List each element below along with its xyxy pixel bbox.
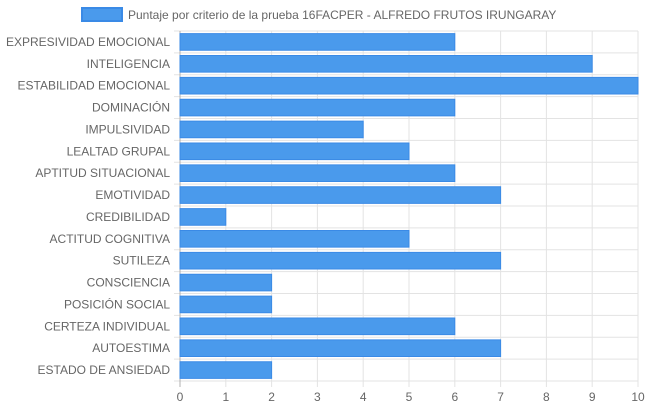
bar[interactable] — [179, 120, 364, 139]
bar[interactable] — [179, 98, 456, 117]
category-label: ESTABILIDAD EMOCIONAL — [18, 79, 171, 93]
bar[interactable] — [179, 142, 410, 161]
x-tick-label: 3 — [314, 390, 321, 404]
category-label: EXPRESIVIDAD EMOCIONAL — [6, 35, 170, 49]
bar[interactable] — [179, 339, 502, 357]
category-labels: EXPRESIVIDAD EMOCIONAL INTELIGENCIA ESTABI… — [6, 35, 170, 377]
bar[interactable] — [179, 208, 227, 226]
bar[interactable] — [179, 251, 502, 270]
category-label: POSICIÓN SOCIAL — [64, 296, 170, 311]
category-label: CONSCIENCIA — [87, 276, 170, 290]
category-label: LEALTAD GRUPAL — [67, 144, 171, 158]
category-label: INTELIGENCIA — [87, 57, 170, 71]
legend-label: Puntaje por criterio de la prueba 16FACP… — [128, 8, 556, 22]
x-tick-label: 0 — [177, 390, 184, 404]
x-tick-label: 4 — [360, 390, 367, 404]
category-label: DOMINACIÓN — [92, 100, 170, 115]
bar[interactable] — [179, 55, 593, 73]
bar[interactable] — [179, 295, 273, 314]
category-label: APTITUD SITUACIONAL — [35, 166, 170, 180]
category-label: SUTILEZA — [113, 254, 170, 268]
category-label: ESTADO DE ANSIEDAD — [38, 363, 171, 377]
x-tick-label: 7 — [497, 390, 504, 404]
x-tick-label: 8 — [543, 390, 550, 404]
bar[interactable] — [179, 273, 273, 292]
bar[interactable] — [179, 164, 456, 182]
category-label: ACTITUD COGNITIVA — [50, 232, 170, 246]
x-tick-labels: 0 1 2 3 4 5 6 7 8 9 10 — [177, 390, 645, 404]
category-label: CERTEZA INDIVIDUAL — [44, 319, 170, 333]
chart-legend[interactable]: Puntaje por criterio de la prueba 16FACP… — [81, 7, 556, 22]
bar[interactable] — [179, 33, 456, 51]
bars-layer — [179, 33, 639, 379]
category-label: CREDIBILIDAD — [86, 210, 170, 224]
bar[interactable] — [179, 361, 273, 379]
x-tick-label: 10 — [631, 390, 645, 404]
category-label: AUTOESTIMA — [92, 341, 170, 355]
category-label: EMOTIVIDAD — [95, 188, 170, 202]
x-tick-label: 2 — [268, 390, 275, 404]
bar[interactable] — [179, 76, 639, 95]
x-tick-label: 6 — [451, 390, 458, 404]
x-tick-label: 1 — [222, 390, 229, 404]
x-tick-label: 5 — [406, 390, 413, 404]
legend-swatch — [81, 7, 123, 22]
bar[interactable] — [179, 186, 502, 204]
bar[interactable] — [179, 230, 410, 248]
bar[interactable] — [179, 317, 456, 336]
category-label: IMPULSIVIDAD — [85, 122, 170, 136]
x-tick-label: 9 — [589, 390, 596, 404]
